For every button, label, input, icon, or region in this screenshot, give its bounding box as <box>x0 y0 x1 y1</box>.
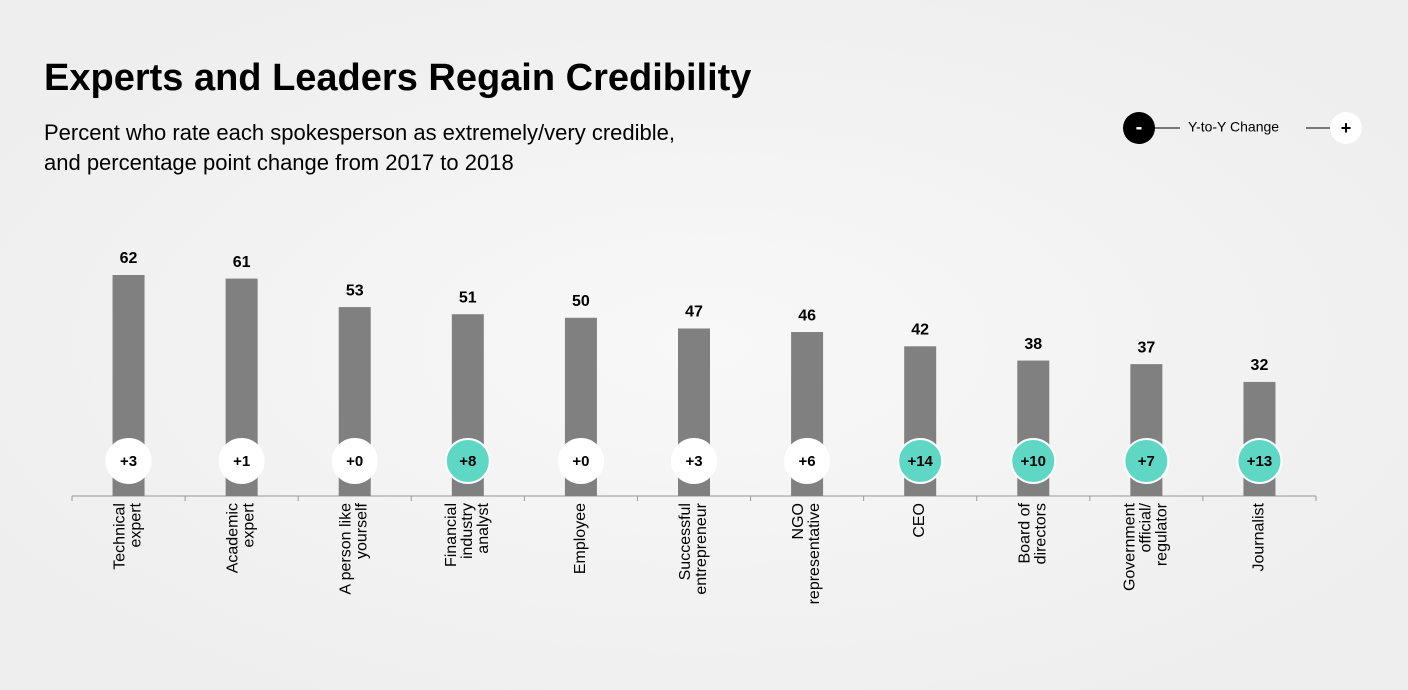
legend-plus-circle <box>1330 112 1362 144</box>
value-label: 37 <box>1137 339 1155 356</box>
x-tick-label-line: Employee <box>572 503 589 574</box>
x-tick-label-line: entrepreneur <box>693 502 710 594</box>
change-label: +6 <box>799 453 816 470</box>
x-tick-label: Journalist <box>1251 502 1268 571</box>
x-tick-label: Governmentofficial/regulator <box>1122 502 1171 591</box>
change-label: +1 <box>233 453 250 470</box>
x-tick-label: NGOrepresentative <box>790 503 823 604</box>
change-label: +0 <box>346 453 363 470</box>
legend: - Y-to-Y Change + <box>1123 112 1362 144</box>
legend-minus: - <box>1136 116 1143 138</box>
chart-title: Experts and Leaders Regain Credibility <box>44 57 751 99</box>
value-label: 38 <box>1024 336 1042 353</box>
x-tick-label-line: analyst <box>475 502 492 553</box>
x-tick-label-line: regulator <box>1154 502 1171 566</box>
x-tick-label: A person likeyourself <box>338 502 371 594</box>
x-tick-label-line: Successful <box>677 503 694 580</box>
legend-minus-circle <box>1123 112 1155 144</box>
x-tick-label-line: Journalist <box>1251 502 1268 571</box>
value-label: 51 <box>459 289 477 306</box>
value-label: 47 <box>685 304 703 321</box>
change-label: +3 <box>685 453 702 470</box>
change-label: +8 <box>459 453 476 470</box>
subtitle: Percent who rate each spokesperson as ex… <box>44 120 675 145</box>
x-tick-label: Financialindustryanalyst <box>443 502 492 567</box>
x-tick-label-line: official/ <box>1138 502 1155 552</box>
x-tick-label: Technicalexpert <box>112 502 145 569</box>
change-label: +0 <box>572 453 589 470</box>
value-label: 42 <box>911 322 929 339</box>
value-label: 61 <box>233 254 251 271</box>
x-tick-label-line: expert <box>241 502 258 547</box>
x-tick-label-line: Board of <box>1016 502 1033 563</box>
value-label: 32 <box>1251 357 1269 374</box>
change-circle <box>557 438 604 484</box>
x-tick-label-line: Financial <box>443 503 460 567</box>
change-circle <box>218 438 265 484</box>
x-tick-label-line: yourself <box>354 502 371 559</box>
x-tick-label-line: Technical <box>112 503 129 570</box>
x-tick-label: Board ofdirectors <box>1016 502 1049 564</box>
change-circle <box>1010 438 1057 484</box>
change-label: +7 <box>1138 453 1155 470</box>
legend-plus: + <box>1341 118 1352 138</box>
x-tick-label-line: expert <box>128 502 145 547</box>
x-tick-label-line: Government <box>1122 502 1139 591</box>
change-circle <box>784 438 831 484</box>
change-circle <box>105 438 152 484</box>
legend-label: Y-to-Y Change <box>1188 119 1279 135</box>
change-circle <box>897 438 944 484</box>
x-tick-label-line: directors <box>1032 503 1049 564</box>
x-tick-label: Academicexpert <box>225 502 258 573</box>
x-tick-label-line: NGO <box>790 503 807 539</box>
change-circle <box>671 438 717 484</box>
x-tick-label-line: A person like <box>338 503 355 595</box>
change-label: +3 <box>120 453 137 470</box>
x-tick-label: Successfulentrepreneur <box>677 502 710 594</box>
change-circle <box>331 438 378 484</box>
x-tick-label-line: CEO <box>911 503 928 538</box>
x-tick-label-line: representative <box>806 503 823 604</box>
value-label: 50 <box>572 293 590 310</box>
value-label: 53 <box>346 282 364 299</box>
value-label: 46 <box>798 307 816 324</box>
x-tick-label: CEO <box>911 503 928 538</box>
change-circle <box>1236 438 1283 484</box>
x-tick-label: Employee <box>572 503 589 574</box>
value-label: 62 <box>120 250 138 267</box>
x-tick-label-line: Academic <box>225 503 242 573</box>
change-label: +10 <box>1021 453 1046 470</box>
change-label: +13 <box>1247 453 1272 470</box>
subtitle: and percentage point change from 2017 to… <box>44 150 514 175</box>
change-circle <box>1123 438 1170 484</box>
change-circle <box>444 438 491 484</box>
x-tick-label-line: industry <box>459 503 476 559</box>
change-label: +14 <box>907 453 933 470</box>
